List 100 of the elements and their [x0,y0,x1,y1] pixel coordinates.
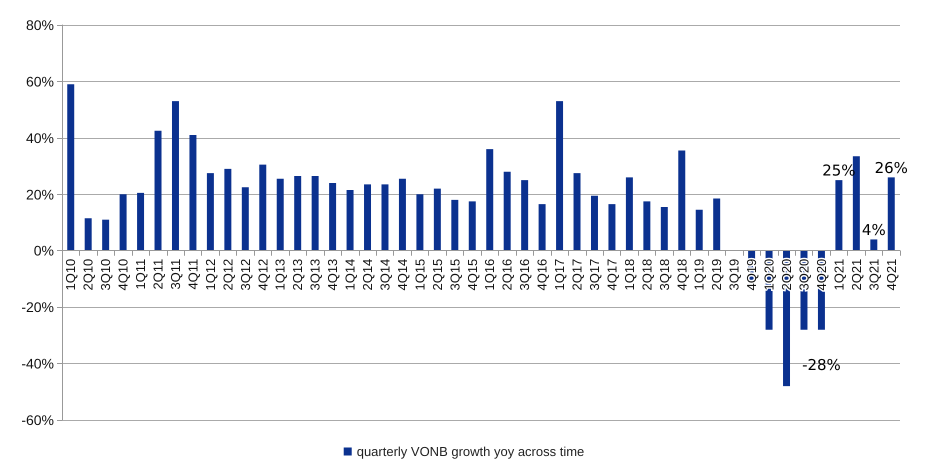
x-tick-label: 1Q19 [692,258,707,291]
x-tick-label: 3Q15 [447,258,462,291]
bar [626,177,633,251]
x-tick-label: 1Q14 [342,258,358,291]
x-tick-label: 2Q12 [220,258,236,291]
x-tick-label: 1Q21 [831,258,846,291]
x-tick-label: 4Q14 [394,258,410,291]
x-tick-label: 2Q10 [80,258,96,291]
x-tick-label: 4Q17 [604,258,620,291]
x-tick-label: 3Q21 [866,258,882,291]
bar [137,192,144,251]
x-tick-label: 3Q18 [656,258,672,291]
x-tick-label: 3Q11 [168,258,183,290]
x-tick-label: 4Q12 [255,258,270,291]
x-tick-label: 4Q13 [325,258,340,291]
bar [329,183,336,251]
x-tick-label: 3Q14 [377,258,392,291]
bar [294,176,302,251]
bar [678,150,686,251]
bar [835,180,842,251]
bar [312,176,319,251]
bar [242,187,249,251]
bar [574,173,581,251]
x-tick-label: 1Q12 [202,258,218,291]
bar [521,180,528,251]
x-tick-label: 4Q21 [884,258,899,291]
bar [84,218,92,251]
bar [206,173,214,251]
bar [398,178,406,251]
x-tick-label: 3Q12 [238,258,253,291]
x-tick-label: 1Q16 [482,258,498,291]
x-tick-label: 4Q10 [116,258,131,291]
bar [381,184,388,251]
bar [364,184,372,251]
bar [468,201,476,251]
x-tick-label: 2Q20 [779,258,794,291]
bar [120,194,127,251]
bar [538,204,546,251]
bar [434,188,441,251]
bar [696,210,703,251]
bar [259,164,266,251]
bar [590,196,598,251]
x-tick-label: 2Q17 [570,258,585,291]
bar [486,149,494,251]
legend-label: quarterly VONB growth yoy across time [356,444,584,459]
y-tick-label: 20% [26,186,54,202]
x-tick-label: 4Q19 [744,258,760,291]
x-tick-label: 3Q20 [796,258,812,291]
bar [102,220,110,251]
y-tick-label: -20% [21,299,54,316]
bar [346,190,354,251]
y-tick-label: 0% [34,242,54,259]
x-tick-label: 4Q11 [185,258,200,290]
x-tick-label: 1Q15 [412,258,428,291]
x-tick-label: 2Q19 [709,258,724,291]
x-tick-label: 4Q15 [464,258,480,291]
x-tick-label: 2Q16 [500,258,515,291]
x-tick-label: 3Q16 [517,258,532,291]
x-tick-label: 2Q14 [360,258,376,291]
x-tick-label: 1Q13 [272,258,288,291]
x-tick-label: 2Q11 [150,258,166,290]
bar [154,130,162,251]
x-tick-label: 1Q11 [133,258,148,290]
bar [870,239,878,251]
bar [504,172,511,251]
bar [888,177,895,251]
data-label: 26% [874,158,908,177]
x-tick-label: 4Q20 [814,258,829,291]
bar [189,135,196,251]
x-tick-label: 2Q21 [848,258,864,291]
x-tick-label: 2Q13 [290,258,306,291]
bar [172,101,179,251]
data-label: -28% [802,356,841,374]
bar [643,201,650,251]
y-tick-label: -40% [21,356,54,372]
bar [660,206,668,251]
data-label: 4% [862,220,886,239]
bar [608,204,616,251]
y-tick-label: 60% [26,73,54,90]
bar [67,84,74,251]
x-tick-label: 4Q18 [674,258,690,291]
x-tick-label: 3Q19 [726,258,742,291]
x-tick-label: 1Q10 [63,258,78,291]
bar [556,101,564,251]
bar [224,168,232,251]
bar [416,194,424,251]
x-tick-label: 3Q13 [308,258,323,291]
x-tick-label: 1Q20 [762,258,777,291]
y-tick-label: 40% [26,130,54,146]
bar [713,198,720,251]
y-tick-label: 80% [26,17,54,33]
bar [276,178,284,251]
x-tick-label: 1Q17 [552,258,568,291]
y-tick-label: -60% [21,412,54,428]
x-tick-label: 3Q17 [586,258,602,291]
x-tick-label: 1Q18 [622,258,637,291]
x-tick-label: 4Q16 [534,258,550,291]
bar [451,200,458,251]
x-tick-label: 3Q10 [98,258,114,291]
x-tick-label: 2Q15 [430,258,445,291]
